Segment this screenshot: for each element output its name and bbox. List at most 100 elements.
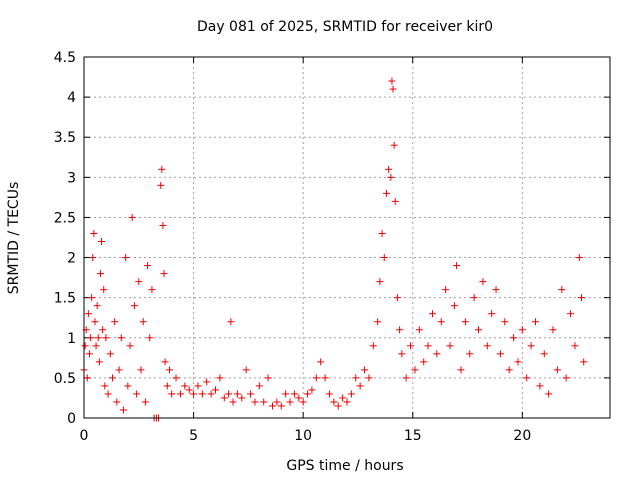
data-point bbox=[378, 229, 386, 237]
x-axis-label: GPS time / hours bbox=[286, 458, 403, 474]
data-point bbox=[137, 366, 145, 374]
data-point bbox=[100, 286, 108, 294]
data-point bbox=[374, 318, 382, 326]
y-tick-label: 2.5 bbox=[54, 210, 76, 226]
data-point bbox=[437, 318, 445, 326]
data-point bbox=[385, 165, 393, 173]
data-point bbox=[268, 402, 276, 410]
data-point bbox=[317, 358, 325, 366]
x-tick-label: 15 bbox=[404, 428, 422, 444]
data-point bbox=[501, 318, 509, 326]
data-point bbox=[453, 262, 461, 270]
data-point bbox=[163, 382, 171, 390]
data-point bbox=[334, 402, 342, 410]
data-point bbox=[339, 394, 347, 402]
data-point bbox=[562, 374, 570, 382]
data-point bbox=[181, 382, 189, 390]
data-point bbox=[466, 350, 474, 358]
data-point bbox=[389, 85, 397, 93]
data-point bbox=[216, 374, 224, 382]
data-point bbox=[264, 374, 272, 382]
data-point bbox=[580, 358, 588, 366]
data-point bbox=[575, 254, 583, 262]
data-point bbox=[545, 390, 553, 398]
data-point bbox=[104, 390, 112, 398]
data-point bbox=[571, 342, 579, 350]
data-point bbox=[148, 286, 156, 294]
y-tick-label: 4 bbox=[67, 90, 76, 106]
data-point bbox=[159, 221, 167, 229]
data-point bbox=[115, 366, 123, 374]
data-point bbox=[393, 294, 401, 302]
data-point bbox=[446, 342, 454, 350]
data-point bbox=[420, 358, 428, 366]
data-point bbox=[144, 262, 152, 270]
data-point bbox=[567, 310, 575, 318]
data-point bbox=[85, 350, 93, 358]
data-point bbox=[411, 366, 419, 374]
data-point bbox=[233, 390, 241, 398]
data-point bbox=[194, 382, 202, 390]
data-point bbox=[135, 278, 143, 286]
data-point bbox=[388, 77, 396, 85]
data-point bbox=[514, 358, 522, 366]
data-point bbox=[89, 254, 97, 262]
data-point bbox=[99, 326, 107, 334]
x-tick-label: 20 bbox=[513, 428, 531, 444]
data-point bbox=[390, 141, 398, 149]
x-tick-label: 10 bbox=[294, 428, 312, 444]
data-point bbox=[523, 374, 531, 382]
data-point bbox=[130, 302, 138, 310]
data-point bbox=[101, 382, 109, 390]
data-point bbox=[96, 270, 104, 278]
data-point bbox=[139, 318, 147, 326]
data-point bbox=[492, 286, 500, 294]
data-point bbox=[558, 286, 566, 294]
data-point bbox=[212, 386, 219, 394]
data-point bbox=[457, 366, 465, 374]
y-tick-label: 1 bbox=[67, 331, 76, 347]
data-point bbox=[365, 374, 373, 382]
data-point bbox=[450, 302, 458, 310]
data-point bbox=[308, 386, 316, 394]
y-tick-label: 0 bbox=[67, 411, 76, 427]
y-axis-label: SRMTID / TECUs bbox=[6, 182, 22, 295]
grid bbox=[84, 57, 610, 418]
data-point bbox=[380, 254, 388, 262]
data-point bbox=[356, 382, 364, 390]
data-points bbox=[80, 77, 588, 422]
data-point bbox=[87, 334, 95, 342]
data-point bbox=[461, 318, 469, 326]
y-tick-label: 2 bbox=[67, 251, 76, 267]
plot-frame bbox=[83, 56, 611, 419]
x-tick-label: 0 bbox=[80, 428, 89, 444]
data-point bbox=[203, 378, 211, 386]
data-point bbox=[251, 398, 259, 406]
data-point bbox=[273, 398, 281, 406]
data-point bbox=[286, 398, 294, 406]
data-point bbox=[98, 238, 106, 246]
data-point bbox=[518, 326, 526, 334]
data-point bbox=[260, 398, 268, 406]
data-point bbox=[415, 326, 423, 334]
data-point bbox=[549, 326, 557, 334]
data-point bbox=[553, 366, 561, 374]
data-point bbox=[369, 342, 377, 350]
data-point bbox=[95, 358, 103, 366]
data-point bbox=[83, 374, 91, 382]
data-point bbox=[141, 398, 149, 406]
data-point bbox=[325, 390, 333, 398]
data-point bbox=[479, 278, 487, 286]
data-point bbox=[94, 334, 102, 342]
data-point bbox=[488, 310, 496, 318]
data-point bbox=[382, 189, 390, 197]
data-point bbox=[168, 390, 176, 398]
data-point bbox=[347, 390, 355, 398]
y-tick-label: 0.5 bbox=[54, 371, 76, 387]
data-point bbox=[255, 382, 263, 390]
y-tick-label: 1.5 bbox=[54, 291, 76, 307]
data-point bbox=[119, 406, 127, 414]
data-point bbox=[402, 374, 410, 382]
data-point bbox=[207, 390, 215, 398]
data-point bbox=[442, 286, 450, 294]
